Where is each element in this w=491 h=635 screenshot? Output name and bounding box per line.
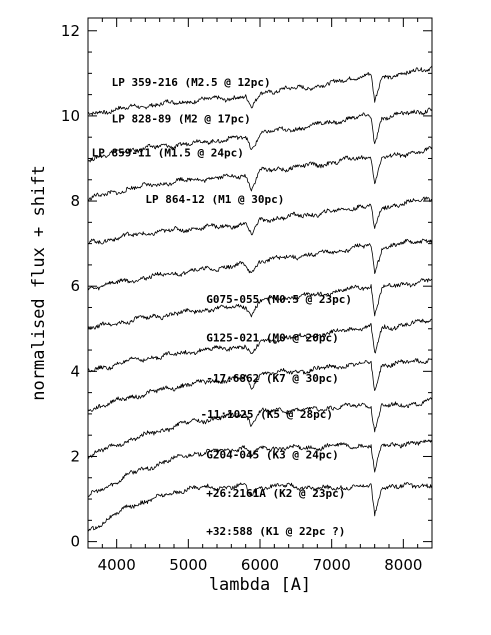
y-axis-title: normalised flux + shift [29, 165, 49, 400]
y-tick-label: 4 [70, 362, 80, 380]
spectrum-label: G125-021 (M0 @ 20pc) [206, 332, 338, 345]
spectrum-label: LP 859-11 (M1.5 @ 24pc) [92, 146, 244, 159]
x-tick-label: 6000 [241, 556, 279, 574]
spectrum-line [87, 146, 433, 202]
x-tick-label: 7000 [313, 556, 351, 574]
spectrum-label: LP 864-12 (M1 @ 30pc) [145, 193, 284, 206]
spectrum-label: G075-055 (M0.5 @ 23pc) [206, 293, 352, 306]
y-tick-label: 8 [70, 192, 80, 210]
spectrum-line [87, 482, 433, 532]
spectrum-line [88, 65, 433, 116]
spectrum-label: G204-045 (K3 @ 24pc) [206, 449, 338, 462]
axis-ticks [87, 18, 433, 548]
x-tick-label: 8000 [384, 556, 422, 574]
y-tick-label: 0 [70, 533, 80, 551]
spectrum-label: -11:1025 (K5 @ 28pc) [201, 408, 333, 421]
spectrum-line [87, 358, 433, 413]
spectrum-label: -17:6862 (K7 @ 30pc) [206, 372, 338, 385]
x-axis-title: lambda [A] [209, 575, 311, 595]
spectrum-label: LP 828-89 (M2 @ 17pc) [112, 112, 251, 125]
spectrum-label: +26:2161A (K2 @ 23pc) [206, 487, 345, 500]
x-tick-label: 5000 [169, 556, 207, 574]
spectrum-line [87, 318, 433, 373]
y-tick-label: 12 [61, 22, 80, 40]
spectrum-line [87, 278, 433, 331]
spectrum-line [87, 107, 433, 163]
spectrum-label: +32:588 (K1 @ 22pc ?) [206, 525, 345, 538]
x-tick-label: 4000 [98, 556, 136, 574]
spectrum-line [87, 439, 433, 498]
y-tick-label: 6 [70, 277, 80, 295]
spectra-labels: LP 359-216 (M2.5 @ 12pc) LP 828-89 (M2 @ … [92, 76, 352, 538]
axis-tick-labels: 4000 5000 6000 7000 8000 0 2 4 6 8 10 12 [61, 22, 423, 574]
y-tick-label: 2 [70, 447, 80, 465]
spectra-series [87, 65, 433, 532]
spectrum-line [87, 196, 433, 245]
y-tick-label: 10 [61, 107, 80, 125]
spectrum-label: LP 359-216 (M2.5 @ 12pc) [112, 76, 271, 89]
spectrum-line [87, 238, 433, 291]
spectrum-line [87, 397, 433, 459]
